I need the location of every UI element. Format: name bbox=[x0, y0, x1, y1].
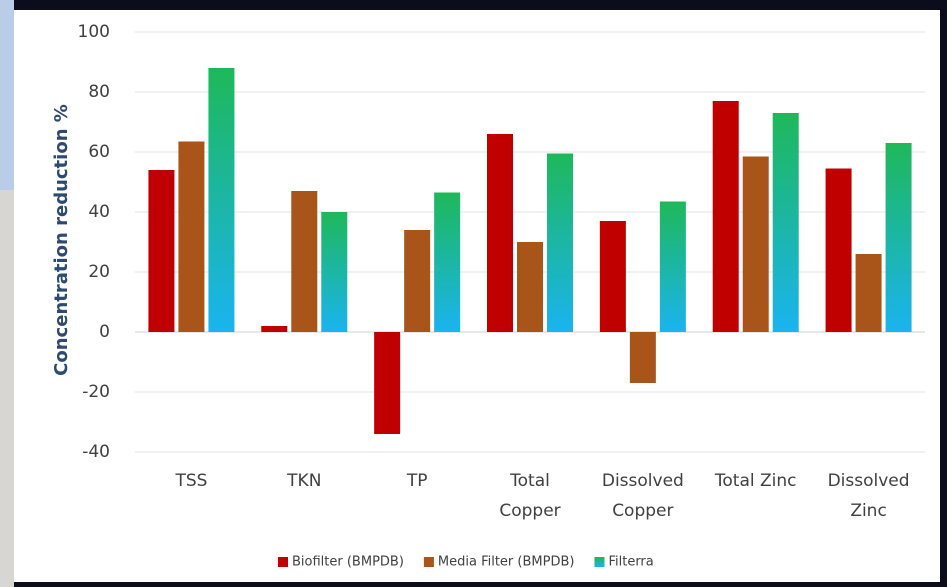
legend-label: Biofilter (BMPDB) bbox=[292, 555, 404, 570]
bar bbox=[374, 332, 400, 434]
bar bbox=[291, 191, 317, 332]
y-tick-label: -20 bbox=[82, 382, 110, 402]
x-tick-label: Total Copper bbox=[480, 466, 580, 526]
bar bbox=[600, 221, 626, 332]
x-tick-label: TSS bbox=[141, 466, 241, 496]
bar bbox=[547, 154, 573, 333]
bar bbox=[773, 113, 799, 332]
photo-background bbox=[0, 190, 14, 587]
bar bbox=[404, 230, 430, 332]
x-tick-label: Total Zinc bbox=[706, 466, 806, 496]
bar bbox=[743, 157, 769, 333]
legend-label: Media Filter (BMPDB) bbox=[438, 555, 575, 570]
legend-swatch bbox=[424, 557, 434, 567]
chart: Concentration reduction % -40 -20 0 20 40 60 8… bbox=[0, 0, 947, 587]
bar bbox=[148, 170, 174, 332]
y-axis-label: Concentration reduction % bbox=[51, 104, 72, 376]
bar bbox=[208, 68, 234, 332]
legend-swatch bbox=[594, 557, 604, 567]
x-tick-label: Dissolved Zinc bbox=[819, 466, 919, 526]
x-tick-label: TKN bbox=[254, 466, 354, 496]
page: Concentration reduction % -40 -20 0 20 40 60 8… bbox=[0, 0, 947, 587]
y-tick-label: 60 bbox=[88, 142, 110, 162]
legend-swatch bbox=[278, 557, 288, 567]
bar bbox=[487, 134, 513, 332]
bar bbox=[434, 193, 460, 333]
bar bbox=[713, 101, 739, 332]
x-tick-label: TP bbox=[367, 466, 467, 496]
bar bbox=[886, 143, 912, 332]
y-tick-label: 100 bbox=[78, 22, 110, 42]
bar bbox=[660, 202, 686, 333]
legend-label: Filterra bbox=[608, 555, 653, 570]
bar bbox=[261, 326, 287, 332]
bar bbox=[321, 212, 347, 332]
bar bbox=[178, 142, 204, 333]
x-tick-label: Dissolved Copper bbox=[593, 466, 693, 526]
bar bbox=[826, 169, 852, 333]
slide-background bbox=[0, 0, 14, 190]
y-tick-label: -40 bbox=[82, 442, 110, 462]
y-tick-label: 20 bbox=[88, 262, 110, 282]
y-tick-label: 40 bbox=[88, 202, 110, 222]
bar bbox=[630, 332, 656, 383]
bar bbox=[856, 254, 882, 332]
y-tick-label: 80 bbox=[88, 82, 110, 102]
y-tick-label: 0 bbox=[99, 322, 110, 342]
bar bbox=[517, 242, 543, 332]
